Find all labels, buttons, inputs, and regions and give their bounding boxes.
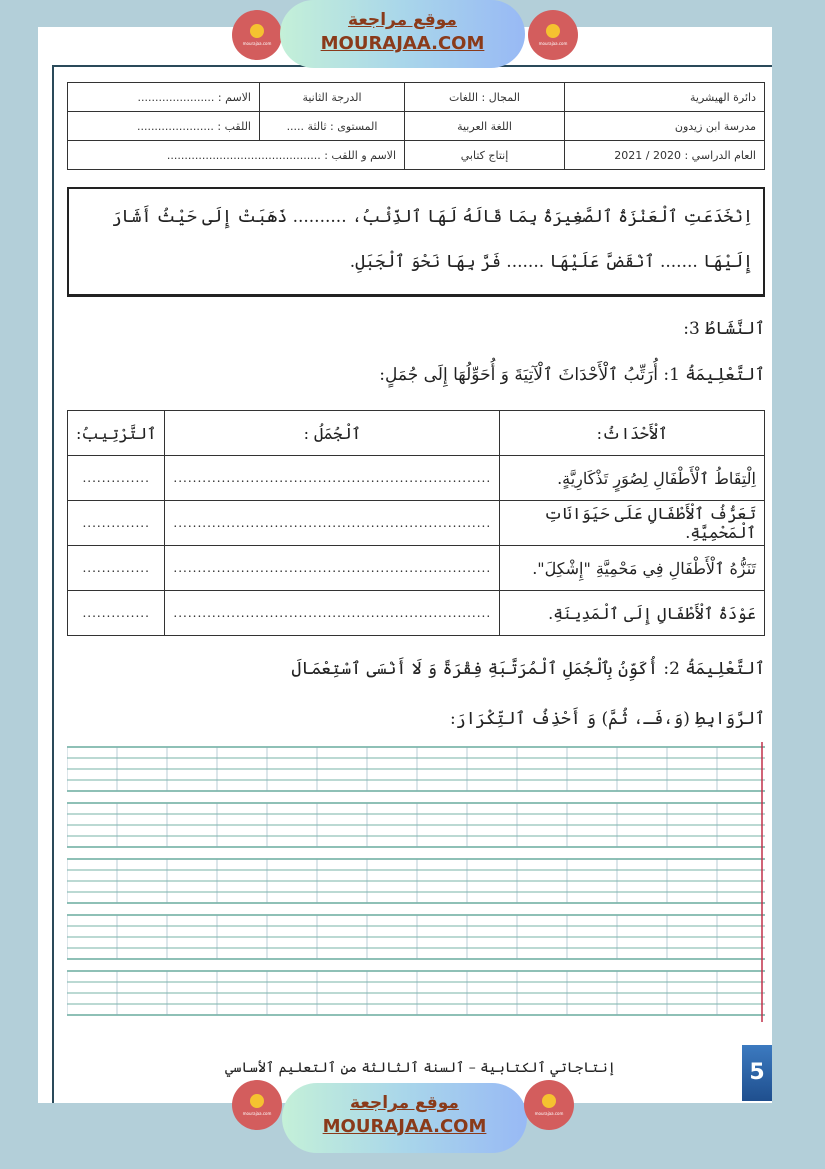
info-table: دائرة الهيشرية المجال : اللغات الدرجة ال… — [67, 82, 765, 170]
logo-bottom-right: mourajaa.com — [524, 1080, 574, 1130]
info-cell: اللغة العربية — [404, 111, 565, 141]
order-field[interactable]: .............. — [66, 545, 166, 591]
brand-arabic: موقع مراجعة — [350, 1093, 459, 1113]
page-number: 5 — [742, 1045, 772, 1101]
event-cell: تَنَزُّهُ ٱلْأَطْفَالِ فِي مَحْمِيَّةِ "… — [499, 545, 765, 591]
logo-bottom-left: mourajaa.com — [232, 1080, 282, 1130]
logo-icon — [542, 1094, 556, 1108]
instruction-2-line-2: ٱلرَّوَابِطِ (وَ،فَـ، ثُمَّ) وَ أَحْذِفُ… — [450, 709, 765, 729]
sentence-field[interactable]: ........................................… — [164, 545, 501, 591]
table-row: تَنَزُّهُ ٱلْأَطْفَالِ فِي مَحْمِيَّةِ "… — [66, 545, 765, 591]
header-order: ٱلتَّرْتِيبُ: — [66, 410, 166, 456]
header-events: ٱلْأَحْدَاثُ: — [499, 410, 765, 456]
footer-text: إنتاجاتي ٱلكتابية – ٱلسنة ٱلثالثة من ٱلت… — [225, 1060, 616, 1076]
brand-latin: MOURAJAA.COM — [322, 1116, 487, 1137]
header-sentences: ٱلْجُمَلُ : — [164, 410, 501, 456]
logo-text: mourajaa.com — [242, 41, 272, 46]
event-cell: اِلْتِقَاطُ ٱلْأَطْفَالِ لِصُوَرٍ تَذْكَ… — [499, 455, 765, 501]
info-cell: إنتاج كتابي — [404, 140, 565, 170]
info-cell: الاسم : ...................... — [67, 82, 260, 112]
info-cell: المجال : اللغات — [404, 82, 565, 112]
brand-latin: MOURAJAA.COM — [320, 33, 485, 54]
table-row: تَعَرُّفُ ٱلْأَطْفَالِ عَلَى حَيَوَانَات… — [66, 500, 765, 546]
logo-top-right: mourajaa.com — [528, 10, 578, 60]
order-field[interactable]: .............. — [66, 590, 166, 636]
info-cell: دائرة الهيشرية — [564, 82, 765, 112]
events-table: ٱلْأَحْدَاثُ: ٱلْجُمَلُ : ٱلتَّرْتِيبُ: … — [66, 410, 765, 636]
event-cell: عَوْدَةُ ٱلْأَطْفَالِ إِلَى ٱلْمَدِينَةِ… — [499, 590, 765, 636]
writing-area[interactable] — [67, 742, 767, 1027]
story-box: اِنْخَدَعَتِ ٱلْعَنْزَةُ ٱلصَّغِيرَةُ بِ… — [67, 187, 765, 297]
sentence-field[interactable]: ........................................… — [164, 455, 501, 501]
info-cell: الدرجة الثانية — [259, 82, 405, 112]
sentence-field[interactable]: ........................................… — [164, 590, 501, 636]
order-field[interactable]: .............. — [66, 500, 166, 546]
logo-top-left: mourajaa.com — [232, 10, 282, 60]
order-field[interactable]: .............. — [66, 455, 166, 501]
activity-title: ٱلنَّشَاطُ 3: — [683, 319, 765, 339]
info-cell: مدرسة ابن زيدون — [564, 111, 765, 141]
logo-icon — [546, 24, 560, 38]
event-cell: تَعَرُّفُ ٱلْأَطْفَالِ عَلَى حَيَوَانَات… — [499, 500, 765, 546]
instruction-2-line-1: ٱلتَّعْلِيمَةُ 2: أُكَوِّنُ بِٱلْجُمَلِ … — [291, 659, 765, 679]
logo-icon — [250, 1094, 264, 1108]
sentence-field[interactable]: ........................................… — [164, 500, 501, 546]
instruction-1: ٱلتَّعْلِيمَةُ 1: أُرَتِّبُ ٱلْأَحْدَاثَ… — [379, 365, 765, 385]
logo-text: mourajaa.com — [534, 1111, 564, 1116]
logo-text: mourajaa.com — [242, 1111, 272, 1116]
top-banner[interactable]: موقع مراجعة MOURAJAA.COM — [280, 0, 525, 68]
info-cell: اللقب : ...................... — [67, 111, 260, 141]
info-cell: الاسم و اللقب : ........................… — [67, 140, 405, 170]
table-row: اِلْتِقَاطُ ٱلْأَطْفَالِ لِصُوَرٍ تَذْكَ… — [66, 455, 765, 501]
brand-arabic: موقع مراجعة — [348, 10, 457, 30]
logo-text: mourajaa.com — [538, 41, 568, 46]
info-cell: العام الدراسي : 2020 / 2021 — [564, 140, 765, 170]
bottom-banner[interactable]: موقع مراجعة MOURAJAA.COM — [282, 1083, 527, 1153]
info-cell: المستوى : ثالثة ..... — [259, 111, 405, 141]
table-row: عَوْدَةُ ٱلْأَطْفَالِ إِلَى ٱلْمَدِينَةِ… — [66, 590, 765, 636]
logo-icon — [250, 24, 264, 38]
